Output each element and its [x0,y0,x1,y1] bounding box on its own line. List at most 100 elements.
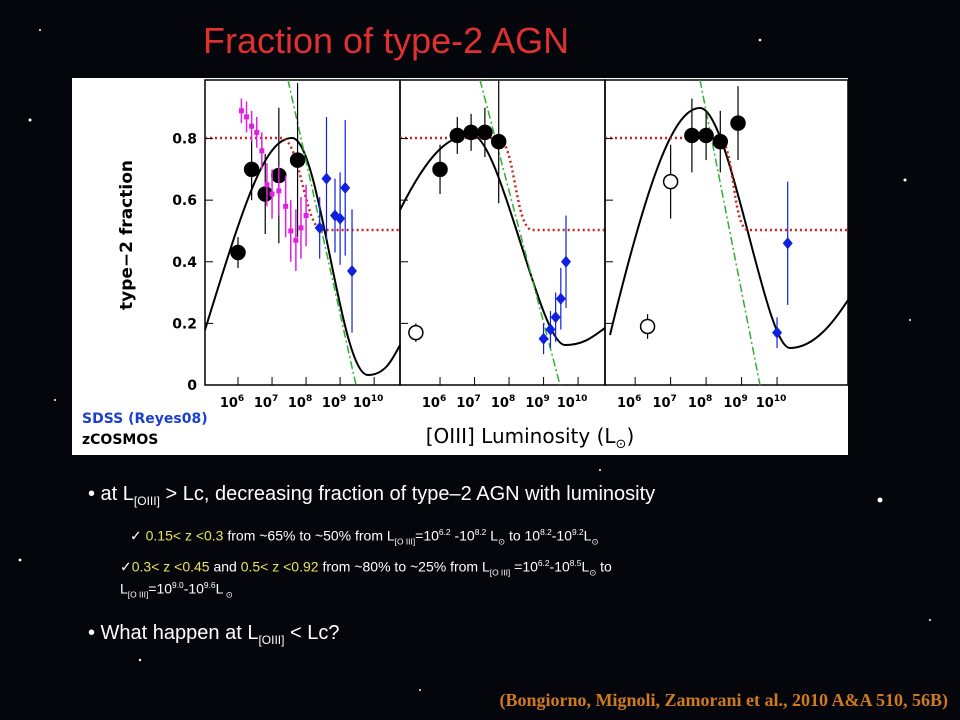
data-point [782,237,793,250]
x-tick-base: 10 [220,396,238,411]
data-point [698,127,714,144]
data-point [321,172,332,185]
text-run: L [583,527,592,544]
text-run: =10 [415,527,439,544]
data-point [283,203,289,209]
x-tick-label: 109 [525,394,549,411]
text-line: L[O III]=109.0-109.6L ⊙ [120,580,233,599]
text-run: 6.2 [438,527,451,537]
data-point [432,161,448,178]
text-run: 0.3< z <0.45 [131,558,210,575]
text-run: ⊙ [591,536,599,547]
x-tick-label: 107 [652,394,676,411]
data-point [347,265,358,278]
x-tick-label: 106 [617,394,641,411]
x-tick-exp: 10 [575,394,588,404]
x-tick-exp: 7 [671,394,677,404]
data-point [264,182,270,188]
text-run: ✓ [130,527,146,544]
x-tick-base: 10 [723,396,741,411]
x-tick-exp: 8 [509,394,515,404]
x-tick-label: 106 [422,394,446,411]
citation: (Bongiorno, Mignoli, Zamorani et al., 20… [499,690,948,710]
text-run: =10 [148,580,173,597]
x-tick-exp: 6 [440,394,446,404]
text-run: [OIII] [258,633,285,647]
x-axis-label-sub: ⊙ [616,437,627,452]
x-tick-label: 106 [220,394,244,411]
data-point [230,244,246,261]
x-tick-label: 108 [688,394,712,411]
data-point [259,148,265,154]
x-tick-base: 10 [353,396,371,411]
text-run: 0.5< z <0.92 [240,558,319,575]
x-tick-base: 10 [422,396,440,411]
data-point [545,323,556,336]
slope-line [479,79,561,386]
data-point [303,213,309,219]
x-tick-base: 10 [756,396,774,411]
text-run: L [581,558,590,575]
text-run: 8.5 [569,558,582,568]
x-tick-label: 1010 [557,394,588,411]
x-tick-base: 10 [322,396,340,411]
data-point [249,123,255,129]
x-tick-label: 1010 [353,394,384,411]
x-tick-exp: 8 [306,394,312,404]
data-point [293,237,299,243]
text-run: from ~80% to ~25% from L [318,558,490,575]
data-point [490,133,507,150]
data-point [243,161,260,178]
x-tick-base: 10 [525,396,543,411]
x-tick-exp: 8 [706,394,712,404]
data-point [335,212,346,225]
model-curve [204,136,401,377]
x-tick-label: 1010 [756,394,787,411]
data-point [639,318,656,335]
text-line: • at L[OIII] > Lc, decreasing fraction o… [88,483,655,508]
data-point [463,124,479,141]
text-run: L [215,580,224,597]
data-point [772,326,783,339]
text-line: ✓0.3< z <0.45 and 0.5< z <0.92 from ~80%… [120,558,612,577]
text-run: 9.2 [571,527,584,537]
text-run: • What happen at L [88,622,259,644]
text-run: < Lc? [284,622,340,644]
text-run: and [209,558,241,575]
text-run: ✓ [120,558,132,575]
text-run: 9.6 [203,580,216,590]
text-run: 6.2 [537,558,550,568]
text-line: ✓ 0.15< z <0.3 from ~65% to ~50% from L[… [130,527,598,546]
x-tick-base: 10 [491,396,509,411]
text-run: • at L [88,483,134,505]
data-point [408,324,424,341]
model-curve [399,133,606,347]
x-tick-exp: 9 [741,394,747,404]
y-tick-label: 0.6 [172,193,197,209]
data-point [730,115,746,131]
x-tick-base: 10 [288,396,306,411]
x-axis-label-main: [OIII] Luminosity (L [426,424,617,448]
x-tick-base: 10 [456,396,474,411]
x-tick-base: 10 [652,396,670,411]
legend-entry: zCOSMOS [82,432,158,448]
slope-line [287,79,357,386]
text-run: to 10 [505,527,541,544]
text-run: -10 [450,527,475,544]
data-point [712,133,729,150]
legend-entry: SDSS (Reyes08) [82,411,208,427]
text-run: [O III] [394,536,416,547]
data-point [314,221,325,234]
x-tick-label: 108 [288,394,312,411]
data-point [538,332,549,345]
data-point [298,225,304,231]
text-run: to [596,558,612,575]
x-tick-label: 108 [491,394,515,411]
panel-frame [604,79,848,386]
x-axis-label-end: ) [626,424,634,448]
x-tick-exp: 7 [474,394,480,404]
data-point [550,311,561,324]
text-run: 8.2 [540,527,552,537]
